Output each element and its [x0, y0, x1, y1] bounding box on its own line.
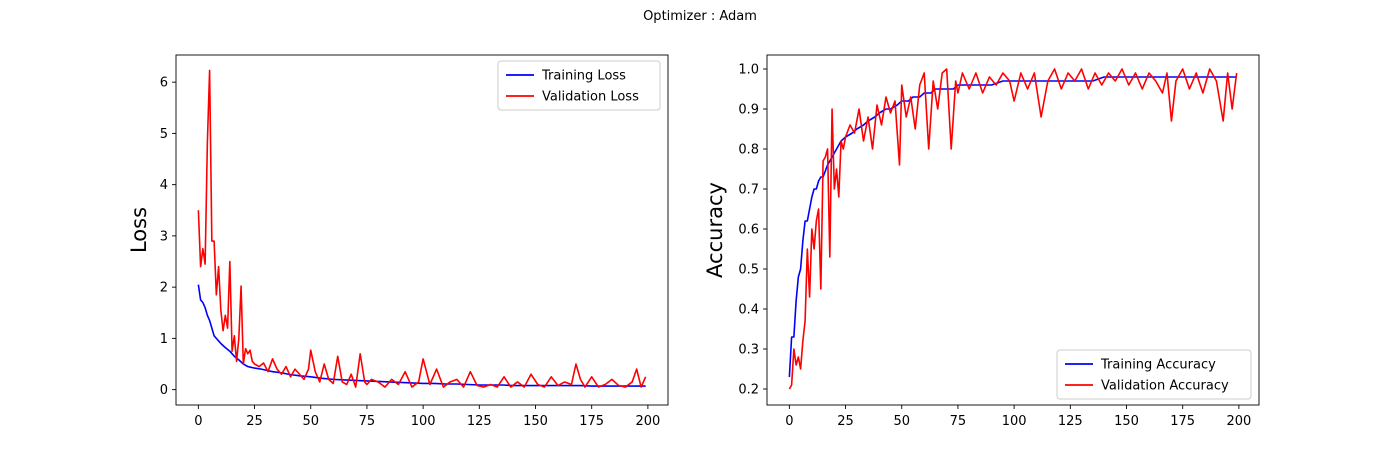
y-axis-label: Accuracy: [703, 182, 727, 278]
x-tick-label: 50: [893, 414, 910, 429]
legend: Training Accuracy Validation Accuracy: [1056, 349, 1252, 400]
figure-suptitle: Optimizer : Adam: [643, 9, 757, 24]
x-tick-label: 75: [950, 414, 967, 429]
x-tick-label: 25: [837, 414, 854, 429]
y-tick-label: 6: [160, 76, 168, 91]
y-tick-label: 0.8: [738, 143, 759, 158]
y-axis-label: Loss: [127, 207, 151, 253]
y-tick-label: 0.3: [738, 343, 759, 358]
y-tick-label: 4: [160, 178, 168, 193]
x-tick-label: 50: [302, 414, 319, 429]
legend-box: [497, 60, 661, 111]
x-tick-label: 150: [1114, 414, 1139, 429]
y-tick-label: 0.6: [738, 223, 759, 238]
axes-frame: [175, 54, 669, 406]
loss-chart: 0 25 50 75 100 125 150 175 200 0 1 2 3 4 5 6 Loss Trainin…: [127, 54, 669, 429]
x-tick-label: 0: [194, 414, 202, 429]
y-tick-label: 0: [160, 383, 168, 398]
legend-label-validation-accuracy: Validation Accuracy: [1101, 379, 1229, 394]
legend-label-validation-loss: Validation Loss: [542, 90, 639, 105]
x-tick-label: 25: [246, 414, 263, 429]
y-tick-label: 1.0: [738, 63, 759, 78]
x-tick-label: 0: [785, 414, 793, 429]
x-tick-label: 75: [359, 414, 376, 429]
x-tick-label: 100: [1002, 414, 1027, 429]
legend-label-training-loss: Training Loss: [541, 69, 626, 84]
y-tick-label: 2: [160, 281, 168, 296]
x-tick-label: 200: [635, 414, 660, 429]
y-tick-label: 0.2: [738, 383, 759, 398]
x-tick-label: 175: [579, 414, 604, 429]
x-tick-label: 175: [1170, 414, 1195, 429]
series-line-validation-accuracy: [788, 68, 1238, 390]
legend-box: [1056, 349, 1252, 400]
series-line-validation-loss: [197, 69, 647, 388]
y-tick-label: 1: [160, 332, 168, 347]
y-tick-label: 0.9: [738, 103, 759, 118]
y-tick-label: 3: [160, 229, 168, 244]
x-tick-label: 125: [1058, 414, 1083, 429]
series-line-training-accuracy: [788, 76, 1237, 378]
x-tick-label: 200: [1226, 414, 1251, 429]
x-tick-label: 150: [523, 414, 548, 429]
legend-label-training-accuracy: Training Accuracy: [1100, 358, 1216, 373]
y-tick-label: 0.7: [738, 183, 759, 198]
plot-area: [197, 69, 647, 388]
plot-area: [788, 68, 1238, 390]
y-tick-label: 0.5: [738, 263, 759, 278]
y-tick-label: 5: [160, 127, 168, 142]
y-tick-label: 0.4: [738, 303, 759, 318]
x-tick-label: 100: [411, 414, 436, 429]
x-tick-label: 125: [467, 414, 492, 429]
accuracy-chart: 0 25 50 75 100 125 150 175 200 0.2 0.3 0.4 0.5 0.6 0.7…: [703, 54, 1260, 429]
axes-frame: [766, 54, 1260, 406]
legend: Training Loss Validation Loss: [497, 60, 661, 111]
